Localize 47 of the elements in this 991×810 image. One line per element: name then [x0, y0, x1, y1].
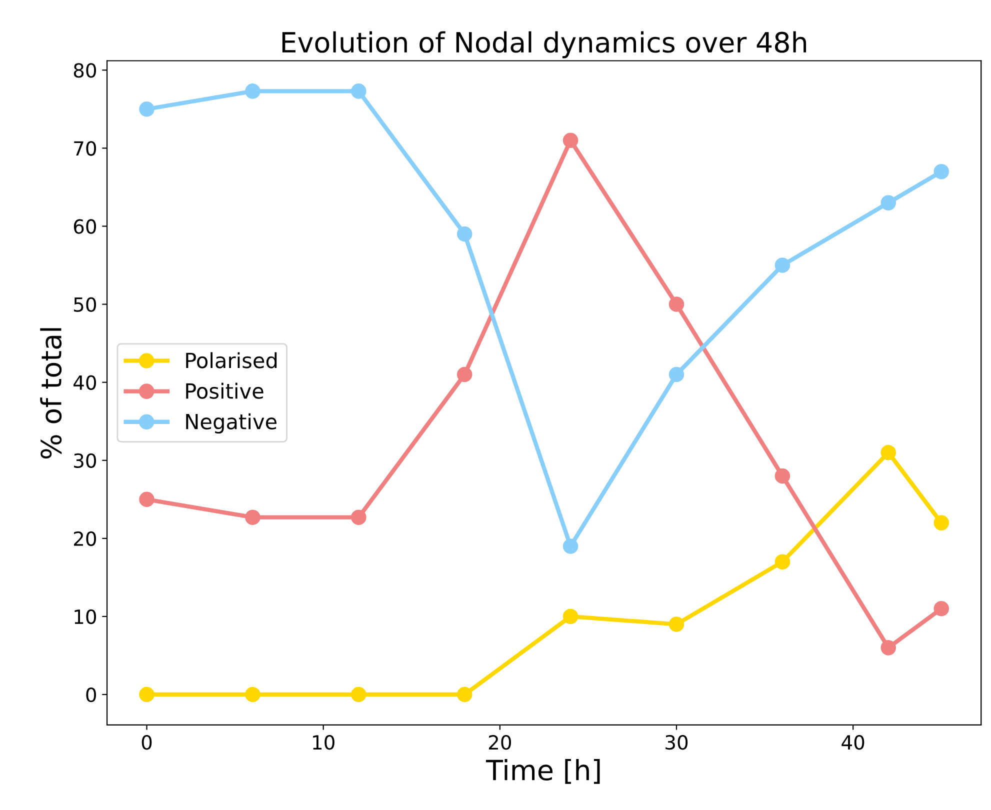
- x-tick-label: 0: [142, 735, 152, 750]
- point: [351, 84, 366, 99]
- point: [351, 510, 366, 525]
- x-tick-label: 20: [488, 735, 511, 750]
- y-tick-label: 70: [74, 141, 96, 156]
- point: [774, 554, 790, 570]
- y-tick-label: 40: [74, 375, 96, 390]
- point: [880, 640, 896, 656]
- y-tick-label: 10: [74, 609, 96, 624]
- y-axis-title: % of total: [40, 328, 62, 458]
- point: [562, 132, 578, 148]
- y-tick-label: 30: [74, 453, 96, 468]
- y-tick-label: 50: [74, 297, 96, 312]
- legend-label: Negative: [186, 413, 276, 434]
- legend-label: Polarised: [186, 352, 277, 368]
- chart-title: Evolution of Nodal dynamics over 48h: [282, 31, 806, 58]
- point: [934, 515, 949, 530]
- point: [245, 510, 260, 525]
- y-tick-label: 0: [86, 687, 96, 702]
- point: [934, 164, 949, 180]
- y-tick-label: 80: [74, 63, 96, 78]
- point: [456, 366, 472, 382]
- point: [774, 258, 790, 273]
- y-tick-label: 60: [74, 219, 96, 234]
- x-tick-label: 30: [666, 735, 688, 750]
- point: [245, 686, 260, 702]
- legend-label: Positive: [186, 382, 264, 399]
- x-tick-label: 10: [313, 735, 334, 750]
- point: [668, 296, 684, 312]
- point: [456, 686, 472, 702]
- point: [456, 226, 472, 242]
- point: [668, 366, 684, 382]
- point: [880, 444, 896, 460]
- point: [880, 195, 896, 210]
- point: [668, 616, 684, 632]
- x-axis-title: Time [h]: [486, 759, 600, 784]
- point: [562, 538, 578, 554]
- point: [139, 102, 154, 117]
- point: [245, 84, 260, 99]
- point: [934, 601, 949, 616]
- point: [351, 686, 366, 702]
- point: [562, 608, 578, 624]
- x-tick-label: 40: [842, 735, 864, 750]
- point: [774, 468, 790, 484]
- point: [139, 686, 154, 702]
- y-tick-label: 20: [74, 531, 96, 546]
- point: [139, 492, 154, 508]
